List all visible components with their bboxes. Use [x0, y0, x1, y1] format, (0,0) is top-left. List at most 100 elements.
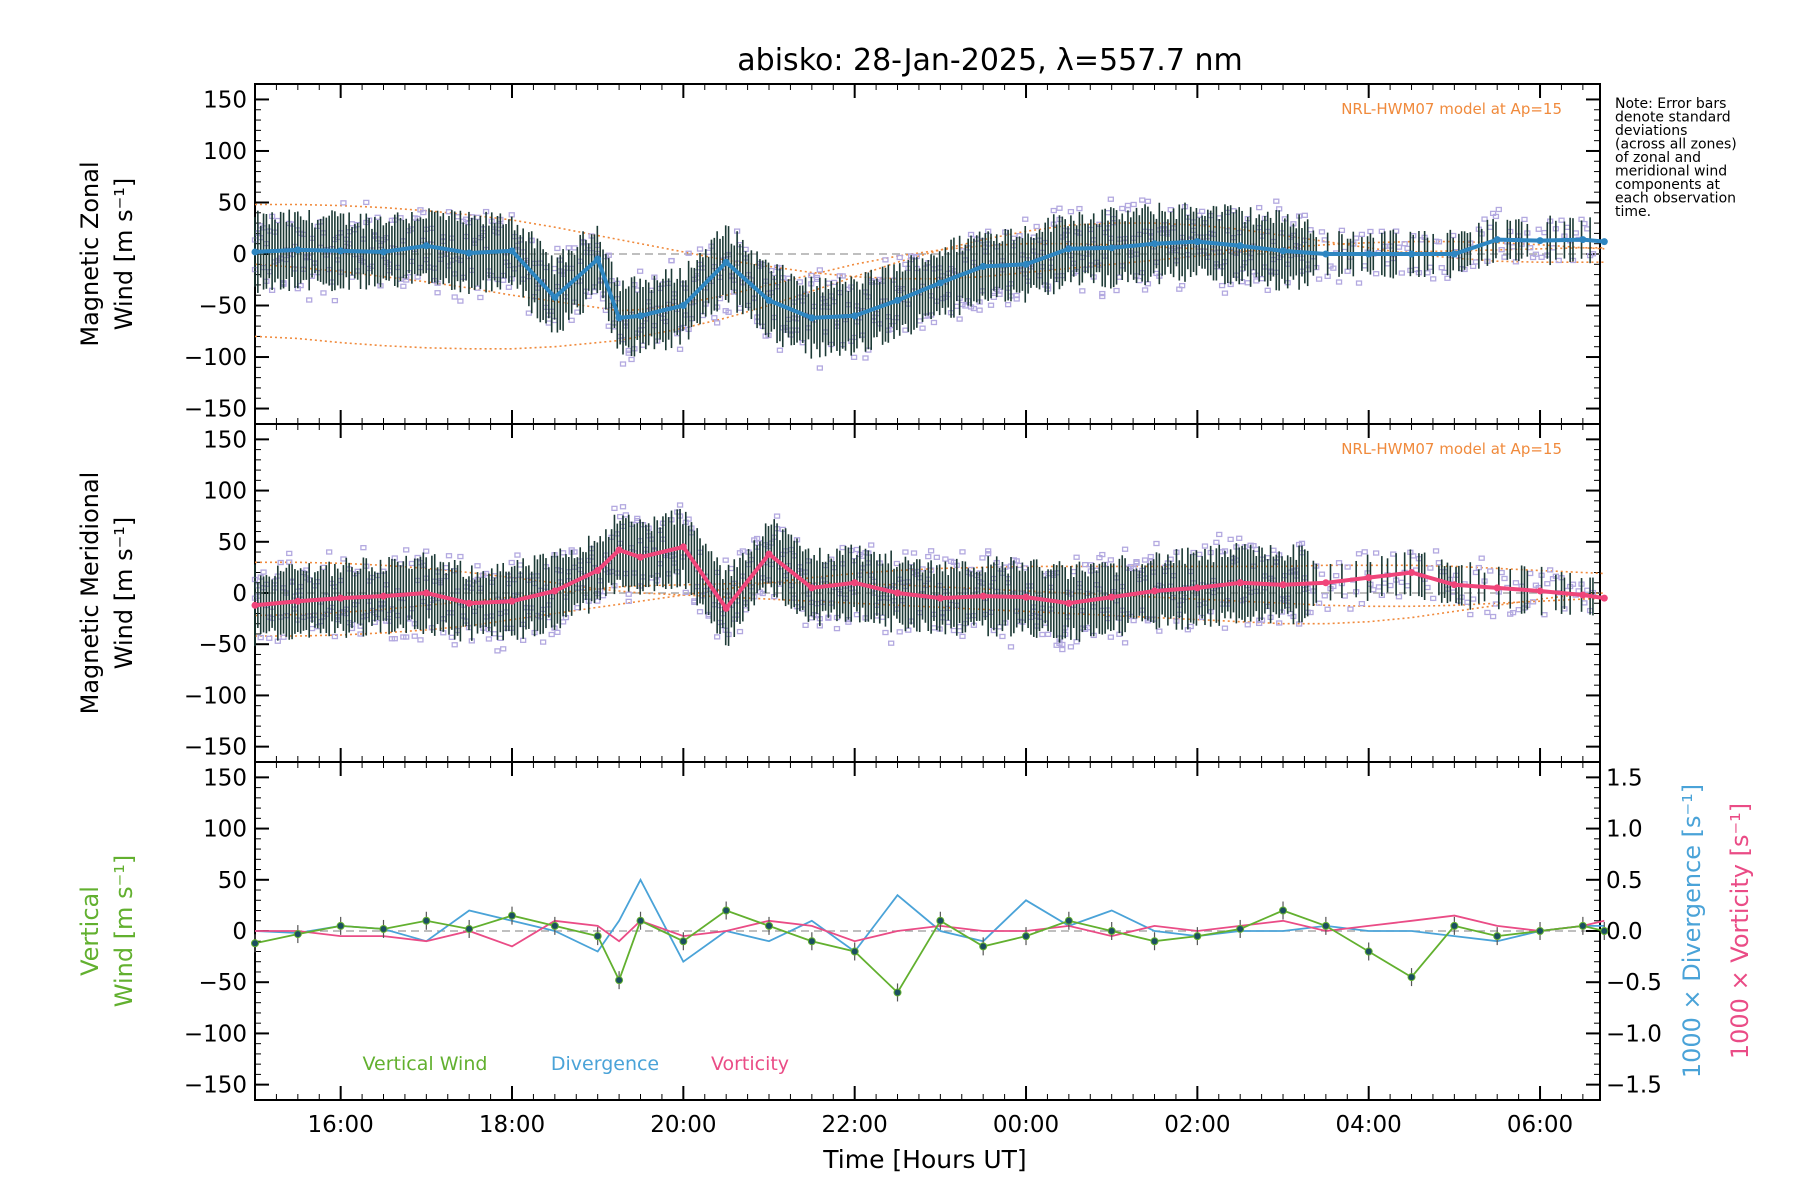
- mean-wind-point: [637, 312, 645, 320]
- vertical-wind-point: [1107, 927, 1116, 935]
- zone-point: [1059, 641, 1066, 648]
- vertical-wind-point: [1279, 906, 1288, 915]
- y2-tick-label: 0.5: [1606, 868, 1643, 894]
- y-tick-label: −50: [198, 970, 247, 996]
- x-tick-label: 20:00: [650, 1112, 716, 1138]
- zone-point: [451, 642, 458, 648]
- zone-point: [1492, 213, 1500, 220]
- zone-point: [1213, 539, 1220, 545]
- zone-point: [340, 200, 347, 206]
- mean-wind-point: [380, 248, 388, 256]
- y-tick-label: −50: [198, 632, 247, 658]
- vertical-wind-point: [1193, 932, 1202, 941]
- vertical-wind-point: [979, 942, 988, 951]
- mean-wind-point: [894, 589, 902, 597]
- zone-point: [1555, 257, 1562, 264]
- zone-point: [477, 294, 484, 301]
- mean-wind-point: [722, 258, 730, 266]
- zone-point: [411, 633, 418, 639]
- vertical-wind-point: [1364, 947, 1373, 956]
- zone-point: [959, 549, 966, 555]
- y-tick-label: −100: [184, 1021, 247, 1047]
- y-tick-label: −100: [184, 683, 247, 709]
- zone-point: [1544, 581, 1551, 587]
- mean-wind-point: [1151, 587, 1159, 595]
- zone-point: [1139, 197, 1146, 203]
- vertical-wind-point: [465, 924, 474, 933]
- zone-point: [1198, 208, 1206, 215]
- y-tick-label: 150: [203, 427, 247, 453]
- y-axis-label: Wind [m s⁻¹]: [110, 178, 138, 330]
- zone-point: [1398, 270, 1405, 276]
- vertical-wind-point: [422, 916, 431, 925]
- mean-wind-point: [1236, 579, 1244, 587]
- zone-point: [1156, 628, 1163, 634]
- mean-wind-point: [615, 546, 623, 554]
- zone-point: [1338, 227, 1346, 233]
- mean-wind-point: [1408, 569, 1416, 577]
- mean-wind-point: [1493, 236, 1501, 244]
- zone-point: [1344, 564, 1351, 570]
- zone-point: [962, 303, 969, 309]
- y-tick-label: 150: [203, 87, 247, 113]
- vertical-wind-point: [293, 930, 302, 939]
- zone-point: [1372, 271, 1380, 277]
- mean-wind-point: [1279, 581, 1287, 589]
- zone-point: [1330, 265, 1337, 271]
- vertical-wind-line: [254, 909, 1605, 994]
- zone-point: [1121, 640, 1129, 646]
- mean-wind-point: [1365, 250, 1373, 258]
- zone-point: [722, 557, 729, 563]
- mean-wind-point: [1065, 599, 1073, 607]
- mean-wind-point: [1151, 240, 1159, 248]
- zone-point: [1521, 216, 1528, 223]
- zone-point: [862, 355, 869, 361]
- zone-point: [713, 634, 721, 640]
- zone-point: [1221, 290, 1229, 296]
- zone-point: [1361, 549, 1368, 555]
- zone-point: [1007, 644, 1015, 650]
- y-tick-label: 50: [218, 868, 247, 894]
- zone-point: [1079, 288, 1086, 294]
- zone-point: [959, 633, 966, 640]
- x-tick-label: 02:00: [1164, 1112, 1230, 1138]
- zone-point: [636, 268, 644, 274]
- zone-point: [1358, 600, 1366, 607]
- zone-point: [668, 258, 675, 264]
- zone-point: [625, 598, 632, 604]
- zone-point: [985, 548, 992, 554]
- zone-point: [1121, 546, 1129, 552]
- zone-point: [1315, 600, 1323, 606]
- zone-point: [1130, 201, 1137, 208]
- mean-wind-point: [594, 255, 602, 263]
- vertical-wind-point: [379, 924, 388, 933]
- zone-point: [882, 257, 889, 263]
- vertical-wind-point: [1064, 916, 1073, 925]
- mean-wind-point: [422, 589, 430, 597]
- mean-wind-point: [1065, 245, 1073, 253]
- mean-wind-point: [294, 246, 302, 254]
- mean-wind-point: [1408, 250, 1416, 258]
- zone-point: [423, 548, 430, 554]
- zone-point: [882, 629, 889, 636]
- x-axis: 16:00 18:00 20:00 22:00 00:00 02:00 04:00 06:00: [308, 1112, 1574, 1138]
- note-line: Note: Error bars: [1615, 96, 1726, 112]
- zone-point: [1444, 275, 1451, 281]
- y-axis-label: Wind [m s⁻¹]: [110, 517, 138, 669]
- zone-point: [1395, 594, 1403, 600]
- zone-point: [485, 636, 493, 642]
- y2-label-vorticity: 1000 × Vorticity [s⁻¹]: [1726, 803, 1754, 1059]
- zone-point: [403, 547, 410, 553]
- zone-point: [1218, 282, 1226, 289]
- vertical-wind-point: [936, 916, 945, 925]
- zone-point: [1438, 265, 1445, 271]
- note-line: (across all zones): [1615, 137, 1737, 153]
- zone-point: [833, 625, 841, 632]
- vertical-wind-point: [807, 937, 816, 946]
- zone-point: [1221, 625, 1229, 631]
- zone-point: [1347, 606, 1354, 612]
- mean-wind-point: [765, 296, 773, 304]
- zone-point: [1275, 620, 1283, 626]
- zone-point: [611, 505, 618, 512]
